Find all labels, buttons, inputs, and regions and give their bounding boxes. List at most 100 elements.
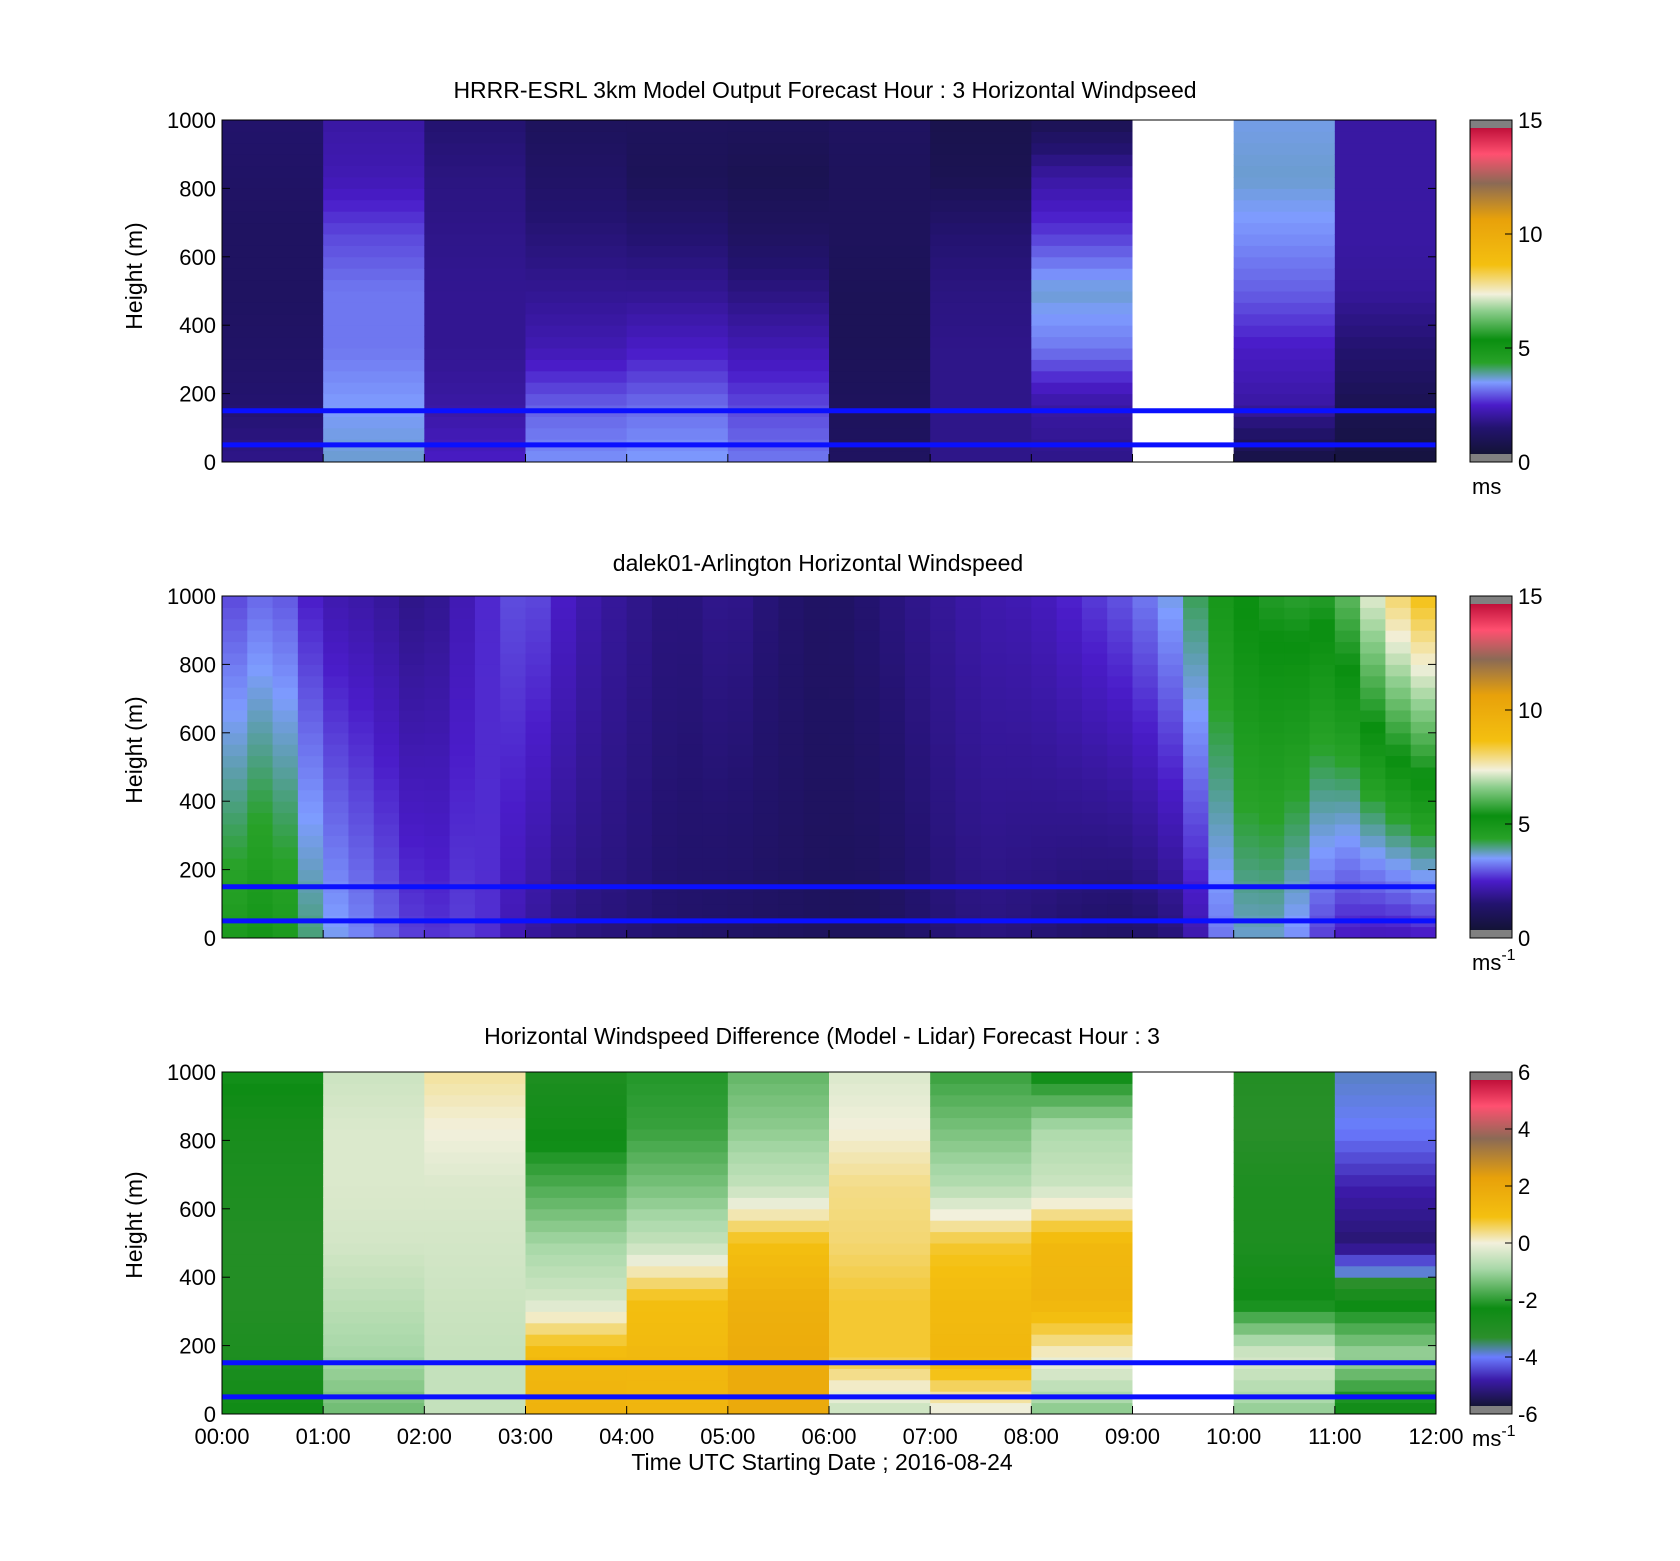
colorbar-tick-label: 5 — [1518, 336, 1530, 361]
heatmap-cell — [930, 1300, 1032, 1312]
heatmap-cell — [272, 607, 299, 620]
heatmap-cell — [930, 1254, 1032, 1267]
heatmap-cell — [727, 1288, 830, 1301]
heatmap-cell — [1031, 630, 1058, 643]
heatmap-cell — [500, 732, 526, 745]
heatmap-cell — [702, 846, 729, 859]
heatmap-cell — [424, 732, 451, 745]
heatmap-cell — [449, 846, 476, 859]
heatmap-cell — [803, 801, 830, 814]
heatmap-cell — [323, 382, 425, 395]
heatmap-cell — [753, 801, 779, 814]
heatmap-cell — [829, 630, 855, 643]
heatmap-cell — [930, 131, 1032, 144]
heatmap-cell — [803, 641, 830, 654]
heatmap-cell — [1107, 824, 1133, 836]
heatmap-cell — [702, 926, 729, 939]
heatmap-cell — [247, 721, 274, 734]
heatmap-cell — [399, 618, 425, 631]
y-tick-label: 1000 — [167, 108, 216, 133]
heatmap-cell — [1334, 926, 1361, 939]
heatmap-cell — [626, 1254, 729, 1267]
heatmap-cell — [727, 926, 754, 939]
heatmap-cell — [1284, 767, 1311, 779]
heatmap-cell — [323, 903, 349, 916]
heatmap-cell — [297, 675, 324, 688]
heatmap-cell — [525, 675, 552, 688]
heatmap-cell — [323, 131, 425, 144]
heatmap-cell — [424, 1243, 526, 1255]
heatmap-cell — [803, 630, 830, 643]
heatmap-cell — [980, 618, 1007, 631]
heatmap-cell — [829, 450, 931, 463]
heatmap-cell — [222, 359, 324, 372]
heatmap-cell — [1360, 846, 1386, 859]
heatmap-cell — [1410, 824, 1437, 836]
heatmap-cell — [879, 744, 906, 757]
heatmap-cell — [1233, 1345, 1336, 1358]
heatmap-cell — [727, 618, 754, 631]
heatmap-cell — [550, 653, 577, 665]
heatmap-cell — [1334, 416, 1437, 429]
heatmap-cell — [930, 710, 956, 722]
heatmap-cell — [727, 1334, 830, 1347]
heatmap-cell — [373, 630, 400, 643]
heatmap-cell — [930, 858, 956, 871]
heatmap-cell — [854, 664, 881, 677]
heatmap-cell — [879, 755, 906, 768]
heatmap-cell — [930, 1402, 1032, 1415]
heatmap-cell — [399, 664, 425, 677]
heatmap-cell — [1107, 835, 1133, 848]
heatmap-cell — [601, 698, 628, 711]
heatmap-cell — [297, 846, 324, 859]
heatmap-cell — [1334, 279, 1437, 292]
heatmap-cell — [474, 744, 501, 757]
heatmap-cell — [829, 596, 855, 608]
heatmap-cell — [500, 755, 526, 768]
heatmap-cell — [550, 824, 577, 836]
lidar-reference-lines — [222, 884, 1436, 924]
heatmap-cell — [626, 641, 653, 654]
heatmap-cell — [1107, 755, 1133, 768]
heatmap-cell — [727, 630, 754, 643]
heatmap-cell — [1183, 767, 1209, 779]
heatmap-cell — [753, 812, 779, 825]
heatmap-cell — [727, 767, 754, 779]
heatmap-cell — [778, 767, 805, 779]
heatmap-cell — [323, 1322, 425, 1335]
heatmap-cell — [854, 846, 881, 859]
heatmap-cell — [1157, 926, 1184, 939]
heatmap-cell — [222, 1311, 324, 1324]
heatmap-cell — [1031, 279, 1133, 292]
heatmap-cell — [930, 1368, 1032, 1381]
heatmap-cell — [550, 630, 577, 643]
heatmap-cell — [778, 903, 805, 916]
heatmap-cell — [980, 653, 1007, 665]
heatmap-cell — [323, 1106, 425, 1119]
heatmap-cell — [449, 710, 476, 722]
heatmap-cell — [1157, 675, 1184, 688]
heatmap-cell — [702, 698, 729, 711]
heatmap-cell — [323, 664, 349, 677]
heatmap-cell — [474, 801, 501, 814]
heatmap-cell — [677, 687, 704, 700]
heatmap-cell — [323, 1243, 425, 1255]
heatmap-cell — [677, 926, 704, 939]
heatmap-cell — [424, 325, 526, 338]
heatmap-cell — [1006, 721, 1032, 734]
heatmap-cell — [1360, 755, 1386, 768]
heatmap-cell — [651, 869, 678, 882]
heatmap-cell — [778, 596, 805, 608]
heatmap-cell — [500, 596, 526, 608]
heatmap-cell — [222, 1174, 324, 1187]
heatmap-cell — [854, 801, 881, 814]
heatmap-cell — [1006, 630, 1032, 643]
heatmap-cell — [1183, 812, 1209, 825]
heatmap-cell — [626, 1300, 729, 1312]
heatmap-cell — [651, 721, 678, 734]
heatmap-cell — [854, 767, 881, 779]
heatmap-cell — [323, 1311, 425, 1324]
heatmap-cell — [727, 824, 754, 836]
heatmap-cell — [1334, 256, 1437, 269]
heatmap-cell — [879, 664, 906, 677]
